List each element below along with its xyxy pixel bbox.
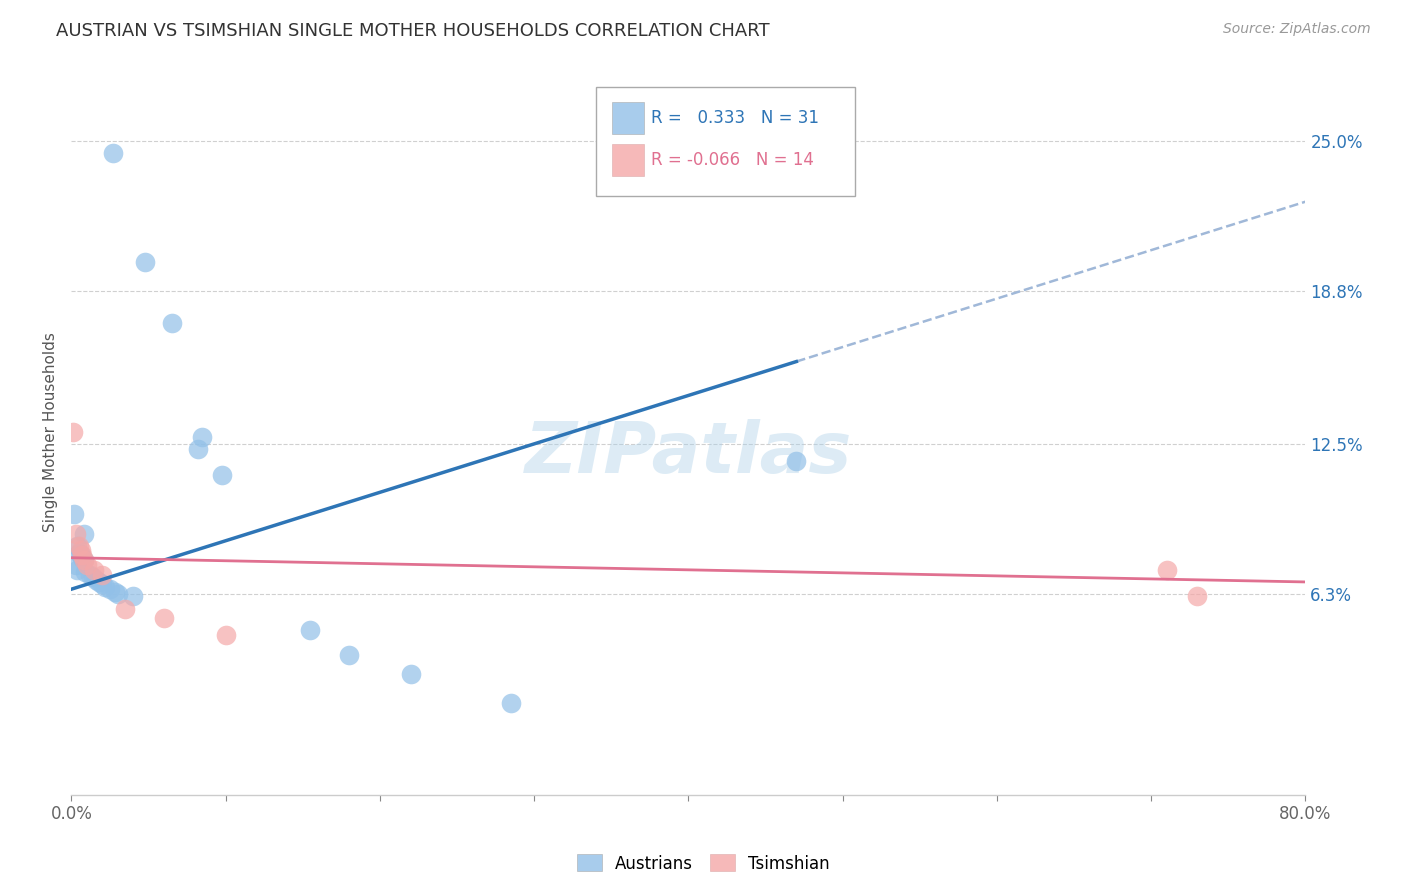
Point [122,590,145,604]
Point [187,442,209,456]
Point [211,468,233,483]
Point [87,574,110,589]
Point [70,549,93,563]
Point [83,563,105,577]
Point [160,316,183,330]
Point [67,546,90,560]
Point [75,566,97,580]
Point [66,539,89,553]
Point [76,558,98,572]
Point [66,563,89,577]
Point [101,146,124,161]
FancyBboxPatch shape [596,87,855,195]
Point [94,580,117,594]
Text: R = -0.066   N = 14: R = -0.066 N = 14 [651,151,814,169]
Point [70,550,93,565]
Point [214,628,236,642]
Point [98,582,121,597]
Point [84,573,107,587]
Point [65,526,87,541]
Point [67,539,90,553]
Text: Source: ZipAtlas.com: Source: ZipAtlas.com [1223,22,1371,37]
Point [153,611,176,625]
Point [82,570,104,584]
Point [114,601,136,615]
Point [1187,590,1209,604]
Point [65,558,87,572]
Text: AUSTRIAN VS TSIMSHIAN SINGLE MOTHER HOUSEHOLDS CORRELATION CHART: AUSTRIAN VS TSIMSHIAN SINGLE MOTHER HOUS… [56,22,770,40]
Point [499,696,522,710]
Point [103,584,125,599]
Point [134,255,156,269]
Point [72,553,94,567]
Point [69,549,91,563]
Point [785,454,807,468]
FancyBboxPatch shape [612,145,644,176]
Point [1156,563,1178,577]
Point [72,553,94,567]
Y-axis label: Single Mother Households: Single Mother Households [44,332,58,532]
Point [69,543,91,558]
Point [337,648,360,662]
Text: R =   0.333   N = 31: R = 0.333 N = 31 [651,109,820,127]
Point [91,577,114,591]
Point [191,430,214,444]
Point [63,507,86,521]
Legend: Austrians, Tsimshian: Austrians, Tsimshian [569,847,837,880]
Point [399,667,422,681]
Point [79,567,101,582]
Point [299,624,322,638]
FancyBboxPatch shape [612,102,644,134]
Point [107,587,129,601]
Point [62,425,84,439]
Point [91,567,114,582]
Text: ZIPatlas: ZIPatlas [524,419,852,488]
Point [72,526,94,541]
